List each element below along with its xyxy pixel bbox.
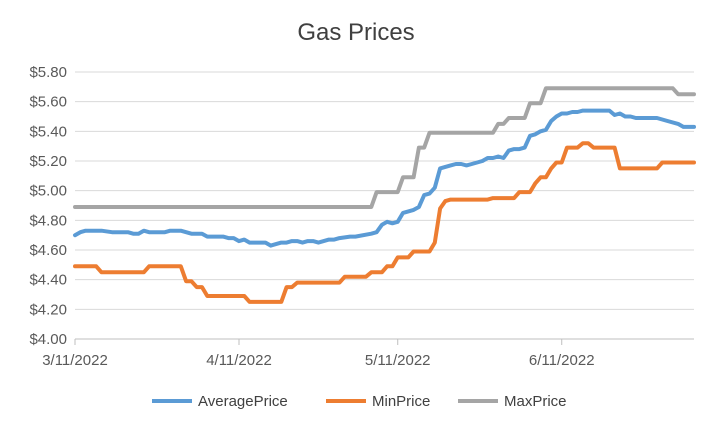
x-tick-label: 6/11/2022 — [529, 352, 595, 369]
x-axis: 3/11/2022 4/11/2022 5/11/2022 6/11/2022 — [42, 338, 694, 369]
x-tick-label: 5/11/2022 — [365, 352, 431, 369]
y-tick-label: $5.60 — [29, 94, 67, 111]
y-tick-label: $5.20 — [29, 153, 67, 170]
x-tick-label: 4/11/2022 — [206, 352, 272, 369]
series-lines — [73, 86, 696, 304]
chart-title: Gas Prices — [297, 19, 414, 46]
y-tick-label: $5.40 — [29, 123, 67, 140]
y-tick-label: $5.00 — [29, 183, 67, 200]
y-tick-label: $4.60 — [29, 242, 67, 259]
series-line-minprice — [73, 141, 696, 304]
legend-item-averageprice: AveragePrice — [152, 393, 288, 410]
series-line-maxprice — [73, 86, 696, 209]
x-tick-label: 3/11/2022 — [42, 352, 108, 369]
legend-label: MaxPrice — [504, 393, 567, 410]
y-tick-label: $4.20 — [29, 301, 67, 318]
legend: AveragePrice MinPrice MaxPrice — [152, 393, 567, 410]
legend-item-maxprice: MaxPrice — [458, 393, 567, 410]
y-tick-label: $4.80 — [29, 212, 67, 229]
legend-label: AveragePrice — [198, 393, 288, 410]
legend-item-minprice: MinPrice — [326, 393, 430, 410]
y-tick-label: $4.00 — [29, 331, 67, 348]
y-tick-label: $5.80 — [29, 64, 67, 81]
y-tick-label: $4.40 — [29, 272, 67, 289]
legend-label: MinPrice — [372, 393, 430, 410]
series-line-averageprice — [73, 108, 696, 248]
y-axis-tick-labels: $4.00 $4.20 $4.40 $4.60 $4.80 $5.00 $5.20 $5.40… — [29, 64, 67, 348]
